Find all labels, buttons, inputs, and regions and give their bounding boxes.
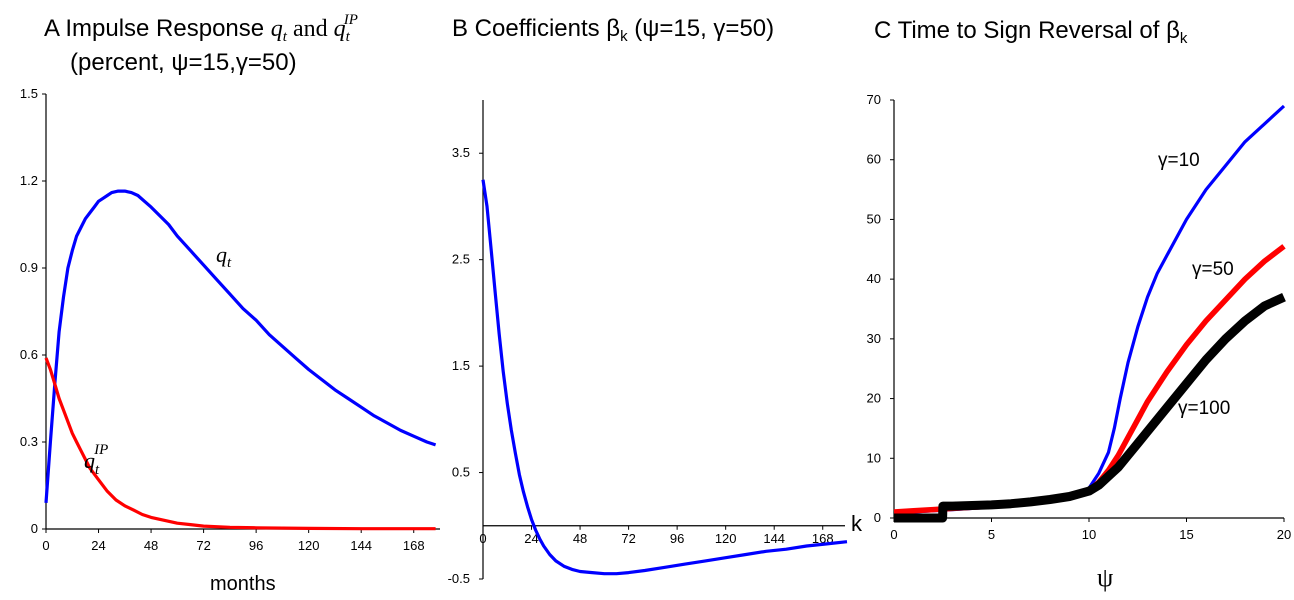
panel-a-chart: 0 0.3 0.6 0.9 1.2 1.5 0 24 48 72 96 120 144 168 [20,86,440,553]
y-tick-label: 0.9 [20,260,38,275]
x-tick-label: 10 [1082,527,1096,542]
x-tick-label: 15 [1179,527,1193,542]
panel-b-k-label: k [851,511,863,536]
y-tick-label: 70 [867,92,881,107]
x-tick-label: 168 [403,538,425,553]
series-line-c-2 [894,293,1286,523]
x-tick-label: 144 [350,538,372,553]
x-tick-label: 48 [144,538,158,553]
panel-a-series-label-q: qt [216,242,232,271]
y-tick-label: 0 [874,510,881,525]
panel-a-xlabel: months [210,573,276,595]
y-tick-label: 40 [867,271,881,286]
x-tick-label: 96 [249,538,263,553]
x-tick-label: 144 [763,531,785,546]
x-tick-label: 120 [298,538,320,553]
panel-c-chart: 0 10 20 30 40 50 60 70 0 5 10 15 20 [867,92,1292,542]
panel-c-xlabel: ψ [1097,563,1113,592]
y-tick-label: 0.3 [20,434,38,449]
y-tick-label: 1.2 [20,173,38,188]
y-tick-label: 50 [867,211,881,226]
x-tick-label: 0 [890,527,897,542]
series-line-c-0 [894,104,1286,514]
panel-c-series-label-gamma10: γ=10 [1158,150,1200,171]
series-line-b-0 [481,179,848,576]
y-tick-label: 1.5 [20,86,38,101]
panel-b-title: B Coefficients βk (ψ=15, γ=50) [452,15,774,45]
y-tick-label: 3.5 [452,145,470,160]
y-tick-label: 30 [867,331,881,346]
y-tick-label: 10 [867,450,881,465]
y-tick-label: 1.5 [452,358,470,373]
y-tick-label: 0.6 [20,347,38,362]
panel-a-series-label-qip: qtIP [84,442,108,478]
x-tick-label: 96 [670,531,684,546]
panel-c-title: C Time to Sign Reversal of βk [874,17,1188,47]
y-tick-label: 0 [31,521,38,536]
y-tick-label: 0.5 [452,465,470,480]
y-tick-label: 60 [867,152,881,167]
x-tick-label: 20 [1277,527,1291,542]
x-tick-label: 5 [988,527,995,542]
x-tick-label: 168 [812,531,834,546]
x-tick-label: 72 [196,538,210,553]
y-tick-label: 20 [867,391,881,406]
x-tick-label: 24 [91,538,105,553]
x-tick-label: 0 [42,538,49,553]
y-tick-label: 2.5 [452,252,470,267]
panel-c-series-label-gamma50: γ=50 [1192,259,1234,280]
series-line-c-1 [893,244,1286,515]
x-tick-label: 120 [715,531,737,546]
panel-a-subtitle: (percent, ψ=15,γ=50) [70,49,297,76]
panel-a-title: A Impulse Response qt and qtIP [44,12,358,45]
series-line-a-1 [44,357,436,531]
panel-c-series-label-gamma100: γ=100 [1178,398,1230,419]
x-tick-label: 0 [479,531,486,546]
x-tick-label: 72 [621,531,635,546]
panel-b-chart: -0.5 0.5 1.5 2.5 3.5 0 24 48 72 96 120 144 168 [448,100,848,586]
x-tick-label: 48 [573,531,587,546]
series-line-a-0 [44,189,437,504]
x-tick-label: 24 [524,531,538,546]
y-tick-label: -0.5 [448,571,470,586]
